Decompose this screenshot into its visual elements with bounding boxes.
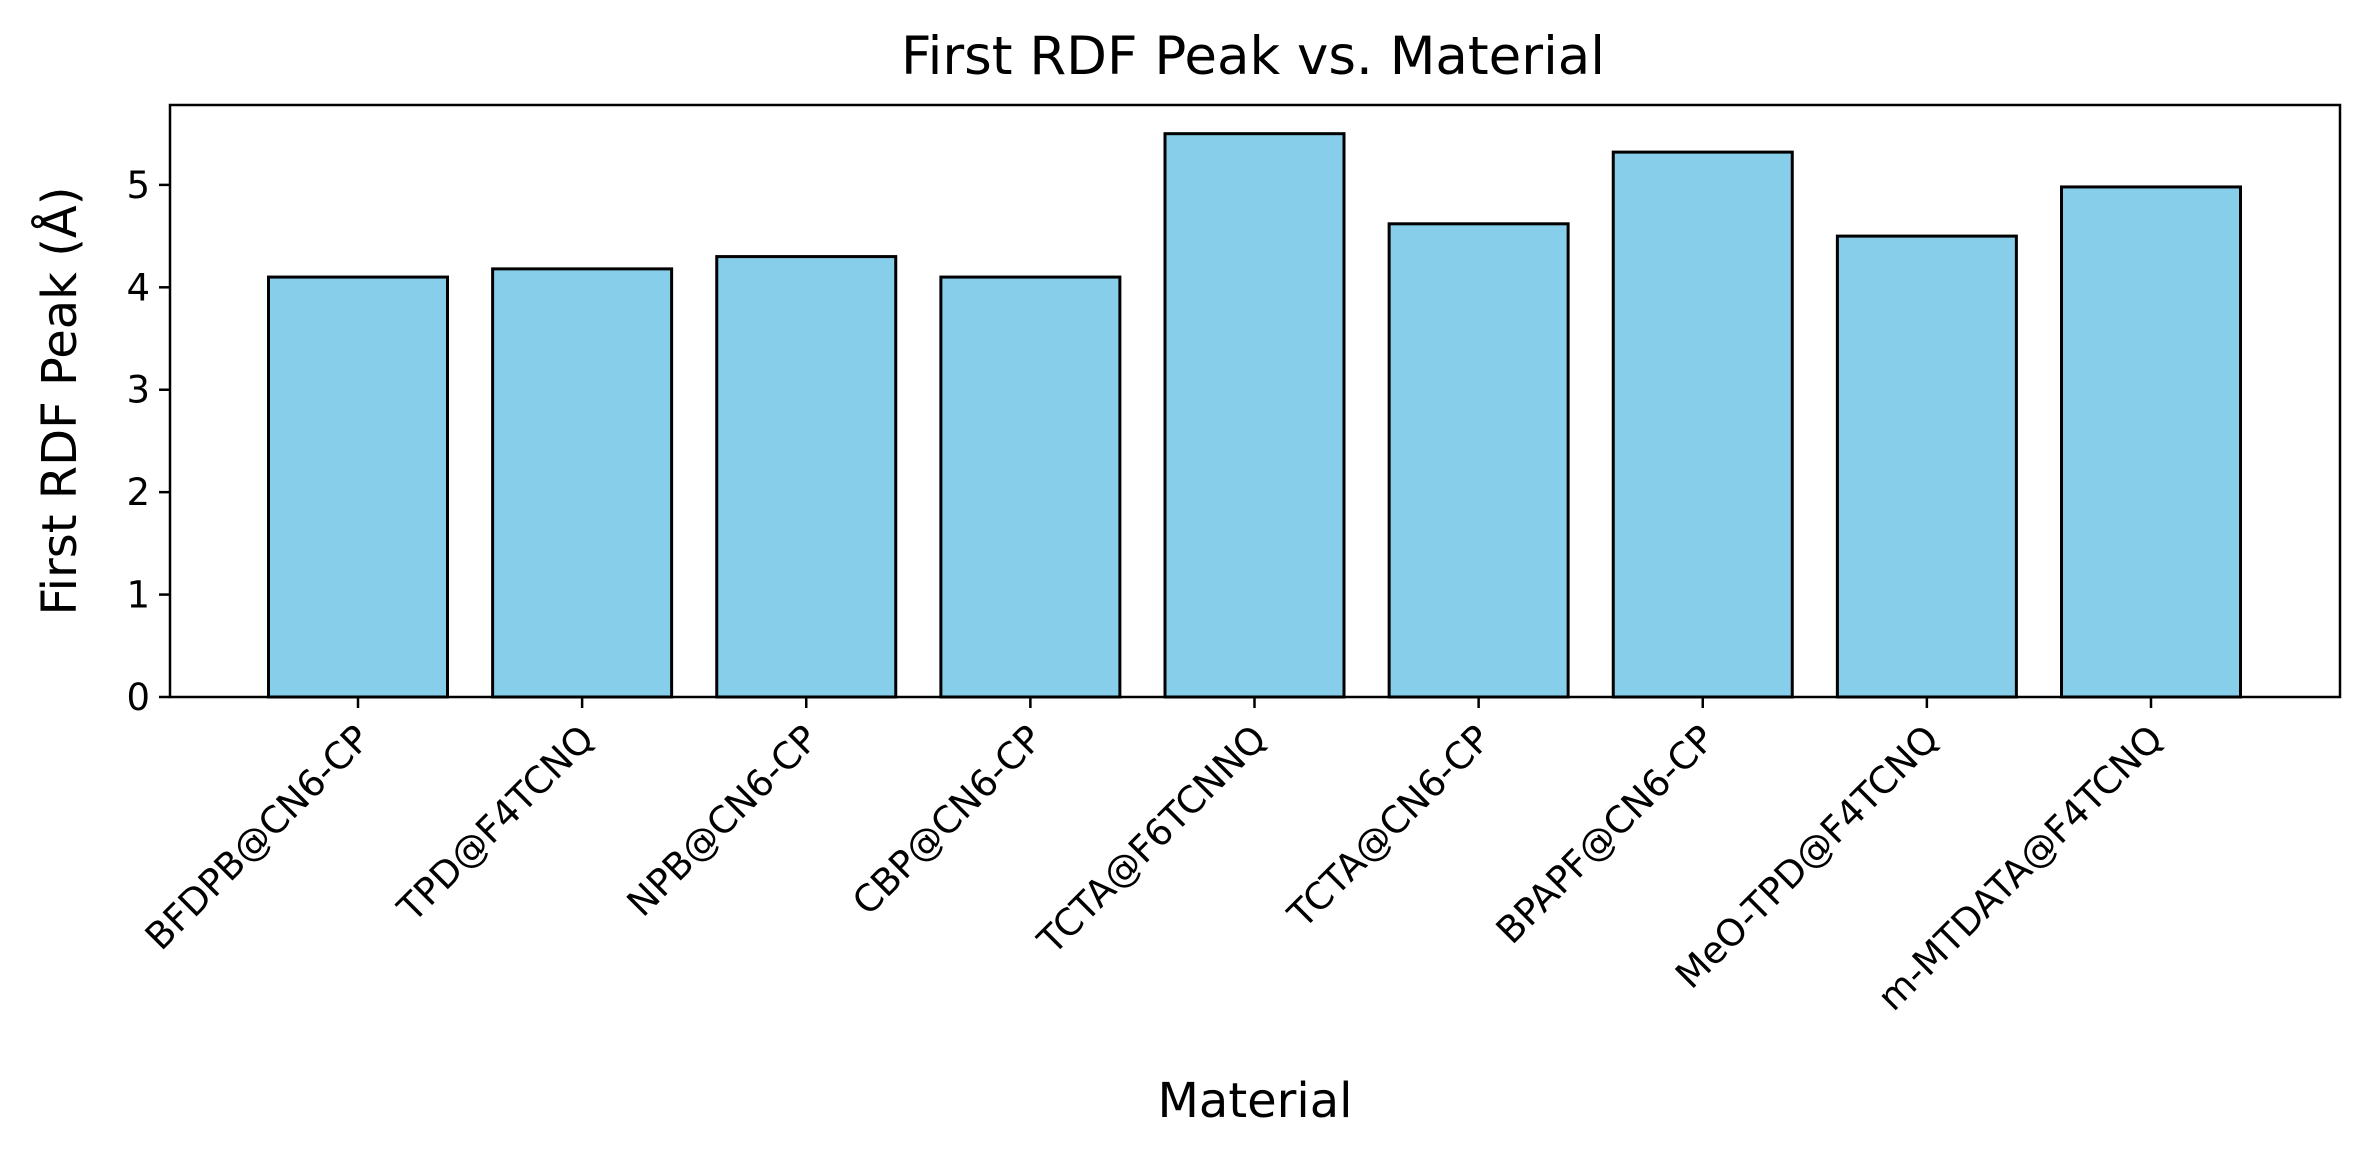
x-axis-ticks: BFDPB@CN6-CP TPD@F4TCNQ NPB@CN6-CP CBP@CN6-… [137,697,2171,1019]
x-tick-label: TPD@F4TCNQ [389,717,603,931]
y-tick-label: 0 [126,676,150,719]
bar-2 [491,267,674,699]
x-tick-label: BPAPF@CN6-CP [1488,717,1723,952]
y-tick-label: 3 [126,369,150,412]
chart-title: First RDF Peak vs. Material [901,26,1605,87]
y-axis-ticks: 0 1 2 3 4 5 [126,164,170,719]
x-tick-label: TCTA@CN6-CP [1279,717,1499,937]
bar-7 [1611,150,1794,699]
x-tick-label: BFDPB@CN6-CP [137,717,378,958]
y-tick-label: 5 [126,164,150,207]
bar-8 [1835,234,2018,699]
y-tick-label: 4 [126,266,150,309]
plot-frame [168,103,2342,699]
y-tick-label: 1 [126,574,150,617]
y-axis-title: First RDF Peak (Å) [31,187,88,616]
x-tick-label: TCTA@F6TCNNQ [1029,717,1275,963]
x-tick-label: NPB@CN6-CP [619,717,827,925]
x-tick-label: CBP@CN6-CP [844,717,1051,924]
x-axis-title: Material [1158,1073,1353,1129]
bars-group [267,132,2242,699]
bar-9 [2060,185,2242,699]
bar-3 [715,255,898,699]
y-tick-label: 2 [126,471,150,514]
bar-6 [1387,222,1570,699]
bar-5 [1163,132,1346,699]
bar-1 [267,275,449,699]
bar-4 [939,275,1122,699]
